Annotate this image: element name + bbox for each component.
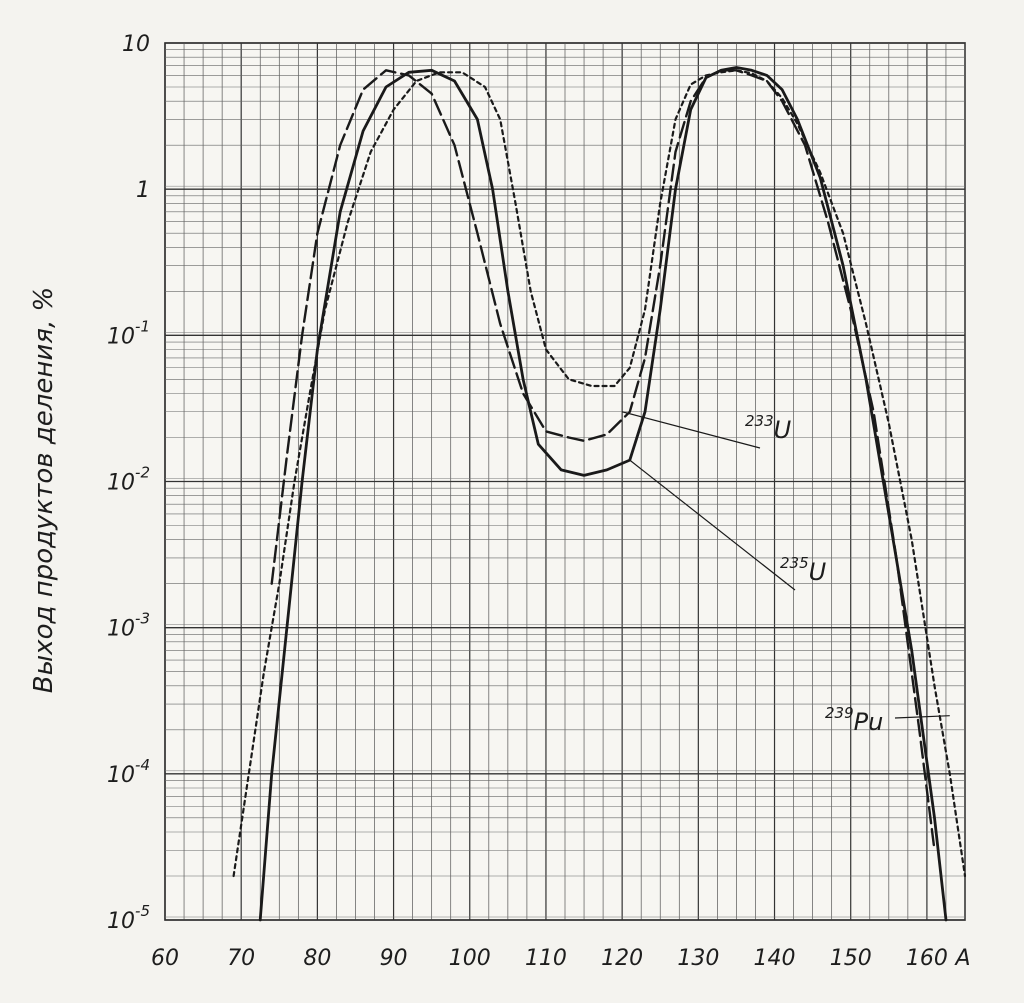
y-axis-label: Выход продуктов деления, % — [29, 287, 59, 693]
annotation-symbol: U — [774, 416, 792, 444]
x-tick-label: 140 — [754, 946, 796, 971]
x-tick-label: 160 — [906, 946, 948, 971]
plot-grid — [164, 42, 966, 921]
x-tick-label: A — [953, 946, 970, 971]
y-tick-label: 10 — [122, 32, 150, 57]
x-tick-label: 70 — [227, 946, 255, 971]
annotation-leader-235U — [629, 459, 796, 591]
y-tick-label: 10-5 — [107, 902, 150, 934]
y-tick-exponent: -5 — [135, 902, 150, 920]
annotation-label-235U: 235U — [780, 554, 827, 586]
y-tick-base: 10 — [107, 471, 135, 496]
annotation-label-239Pu: 239Pu — [825, 704, 883, 736]
x-tick-label: 80 — [303, 946, 331, 971]
y-tick-label: 10-3 — [107, 610, 150, 642]
y-tick-base: 10 — [107, 324, 135, 349]
annotation-leader-233U — [621, 411, 761, 449]
y-tick-exponent: -2 — [135, 464, 150, 482]
y-tick-label: 10-4 — [107, 756, 150, 788]
annotation-symbol: U — [809, 558, 827, 586]
series-line-235U — [258, 66, 948, 922]
y-tick-exponent: -4 — [135, 756, 150, 774]
x-tick-label: 120 — [601, 946, 643, 971]
x-tick-labels: 60 70 80 90 100 110 120 130 140 150 160 A — [151, 946, 971, 971]
x-tick-label: 60 — [151, 946, 179, 971]
x-tick-label: 150 — [830, 946, 872, 971]
x-tick-label: 100 — [449, 946, 491, 971]
y-tick-label: 10-2 — [107, 464, 150, 496]
y-tick-label: 1 — [136, 178, 150, 203]
x-tick-label: 130 — [677, 946, 719, 971]
x-tick-label: 110 — [525, 946, 567, 971]
series-line-239Pu — [232, 69, 967, 878]
series-line-233U — [270, 69, 936, 852]
annotation-leader-239Pu — [894, 715, 950, 719]
y-tick-base: 1 — [136, 178, 150, 203]
y-tick-exponent: -1 — [135, 317, 150, 335]
y-tick-exponent: -3 — [135, 610, 150, 628]
annotation-mass-number: 239 — [825, 704, 854, 722]
x-tick-label: 90 — [380, 946, 408, 971]
y-tick-base: 10 — [107, 617, 135, 642]
y-tick-base: 10 — [122, 32, 150, 57]
y-tick-label: 10-1 — [107, 317, 150, 349]
annotation-symbol: Pu — [854, 708, 884, 736]
y-tick-base: 10 — [107, 909, 135, 934]
annotation-mass-number: 233 — [745, 412, 774, 430]
y-tick-base: 10 — [107, 763, 135, 788]
annotation-mass-number: 235 — [780, 554, 809, 572]
annotation-label-233U: 233U — [745, 412, 792, 444]
series-lines — [232, 66, 967, 922]
